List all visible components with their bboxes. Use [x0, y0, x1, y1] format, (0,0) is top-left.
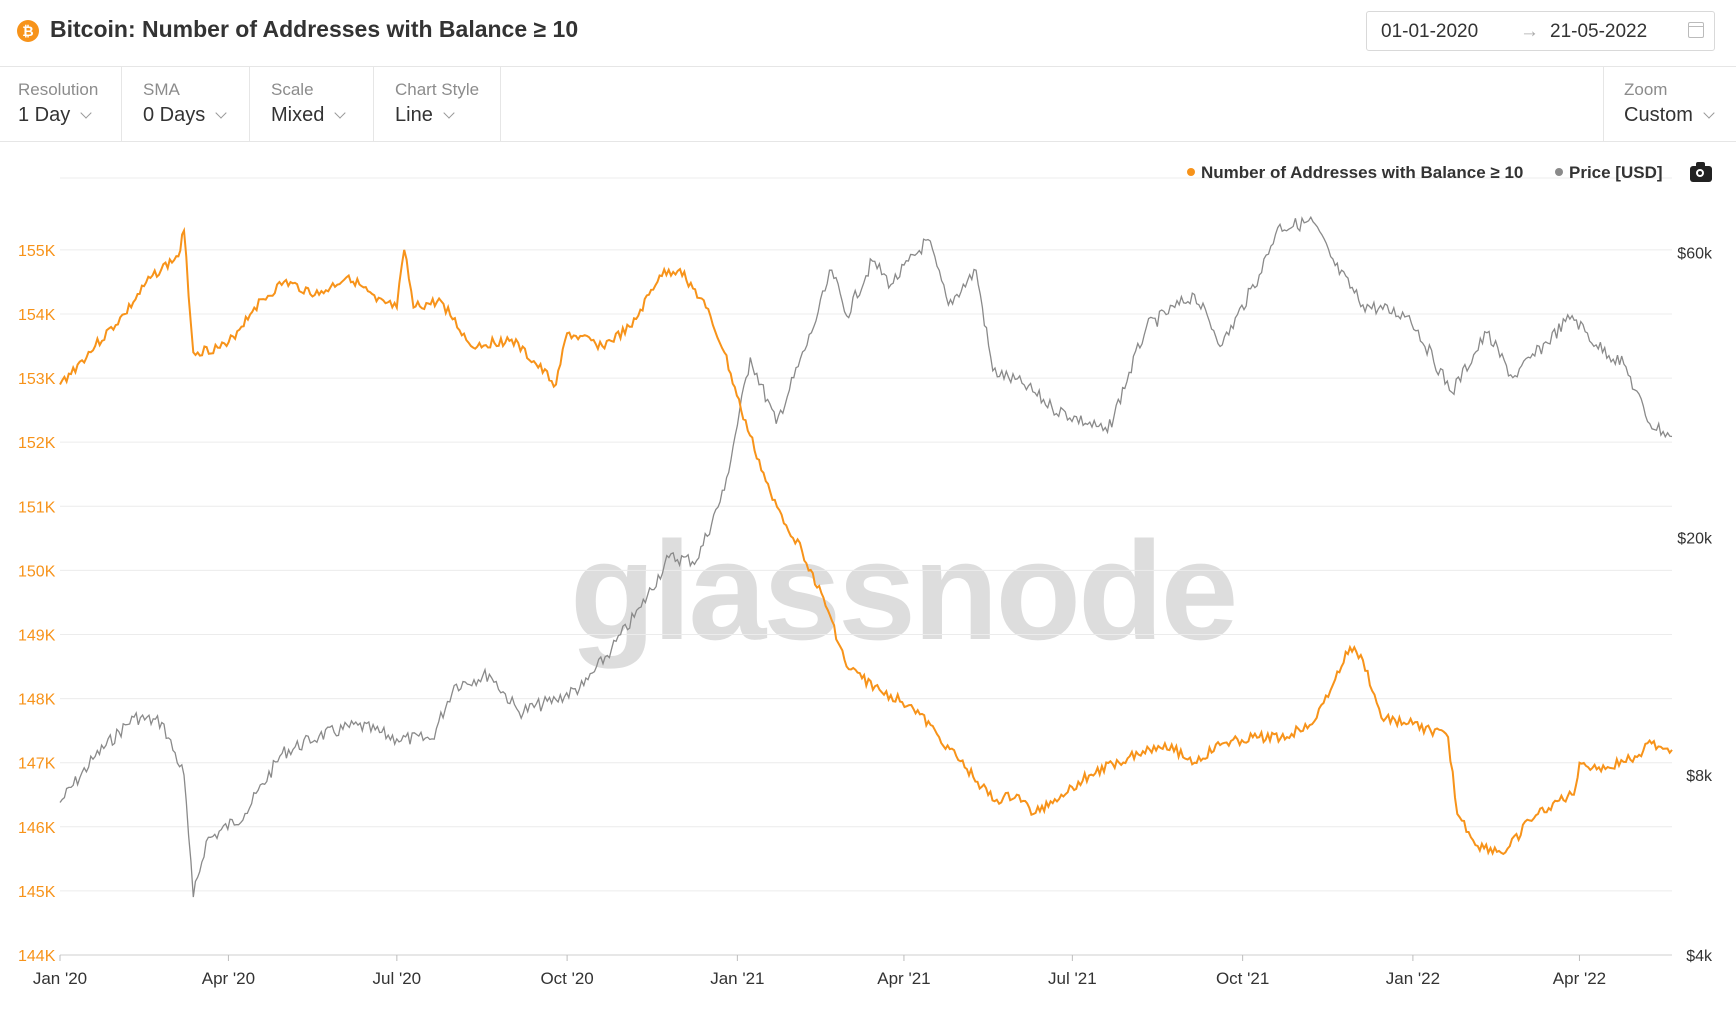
y-right-tick-label: $20k — [1677, 530, 1713, 547]
scale-label: Scale — [271, 80, 314, 99]
series-price-line — [59, 215, 1673, 898]
x-tick-label: Jan '21 — [710, 969, 764, 988]
zoom-value[interactable]: Custom — [1624, 104, 1715, 127]
legend-dot-addresses — [1187, 168, 1195, 176]
resolution-dropdown[interactable]: Resolution 1 Day — [0, 67, 122, 141]
x-tick-label: Apr '22 — [1553, 969, 1606, 988]
date-to[interactable]: 21-05-2022 — [1550, 21, 1648, 42]
x-tick-label: Apr '21 — [877, 969, 930, 988]
date-range-picker[interactable]: 01-01-2020 → 21-05-2022 — [1366, 11, 1715, 51]
chart-toolbar: Resolution 1 Day SMA 0 Days Scale Mixed … — [0, 67, 1736, 142]
sma-dropdown[interactable]: SMA 0 Days — [122, 67, 250, 141]
y-left-tick-label: 144K — [18, 948, 56, 965]
page-title: Bitcoin: Number of Addresses with Balanc… — [50, 16, 579, 42]
camera-icon[interactable] — [1690, 162, 1712, 182]
y-left-tick-label: 152K — [18, 435, 56, 452]
chart-header: ₿ Bitcoin: Number of Addresses with Bala… — [0, 0, 1736, 67]
y-left-tick-label: 155K — [18, 243, 56, 260]
sma-value[interactable]: 0 Days — [143, 104, 227, 127]
date-from[interactable]: 01-01-2020 — [1381, 21, 1479, 42]
legend-dot-price — [1555, 168, 1563, 176]
x-axis: Jan '20 Apr '20 Jul '20 Oct '20 Jan '21 Apr '… — [33, 954, 1672, 988]
chart-style-dropdown[interactable]: Chart Style Line — [374, 67, 501, 141]
y-right-tick-label: $60k — [1677, 245, 1713, 262]
legend-item-addresses[interactable]: Number of Addresses with Balance ≥ 10 — [1187, 163, 1523, 183]
y-left-tick-label: 153K — [18, 371, 56, 388]
x-tick-label: Oct '21 — [1216, 969, 1269, 988]
glassnode-watermark: glassnode — [570, 512, 1238, 669]
y-right-tick-label: $8k — [1686, 768, 1713, 785]
zoom-label: Zoom — [1624, 80, 1668, 99]
y-axis-right: $4k $8k $20k $60k — [1677, 245, 1713, 965]
series-group — [59, 215, 1673, 898]
y-right-tick-label: $4k — [1686, 948, 1713, 965]
scale-value[interactable]: Mixed — [271, 104, 347, 127]
chart-style-value[interactable]: Line — [395, 104, 455, 127]
y-left-tick-label: 149K — [18, 627, 56, 644]
y-left-tick-label: 151K — [18, 499, 56, 516]
calendar-icon[interactable] — [1688, 22, 1704, 38]
y-left-tick-label: 147K — [18, 756, 56, 773]
x-tick-label: Apr '20 — [202, 969, 255, 988]
legend-item-price[interactable]: Price [USD] — [1555, 163, 1663, 183]
x-tick-label: Jul '21 — [1048, 969, 1097, 988]
x-tick-label: Jul '20 — [373, 969, 422, 988]
y-left-tick-label: 146K — [18, 820, 56, 837]
chart-style-label: Chart Style — [395, 80, 480, 99]
sma-label: SMA — [143, 80, 180, 99]
y-left-tick-label: 150K — [18, 563, 56, 580]
y-left-tick-label: 148K — [18, 692, 56, 709]
series-addresses-line — [59, 226, 1673, 857]
bitcoin-icon: ₿ — [17, 20, 39, 42]
scale-dropdown[interactable]: Scale Mixed — [250, 67, 374, 141]
grid-lines — [60, 177, 1672, 956]
date-arrow: → — [1520, 21, 1539, 42]
x-tick-label: Oct '20 — [540, 969, 593, 988]
resolution-value[interactable]: 1 Day — [18, 104, 92, 127]
y-left-tick-label: 154K — [18, 307, 56, 324]
y-axis-left: 144K 145K 146K 147K 148K 149K 150K 151K 152K 153K… — [18, 243, 56, 965]
x-tick-label: Jan '22 — [1386, 969, 1440, 988]
x-tick-label: Jan '20 — [33, 969, 87, 988]
y-left-tick-label: 145K — [18, 884, 56, 901]
zoom-dropdown[interactable]: Zoom Custom — [1603, 67, 1736, 141]
resolution-label: Resolution — [18, 80, 99, 99]
